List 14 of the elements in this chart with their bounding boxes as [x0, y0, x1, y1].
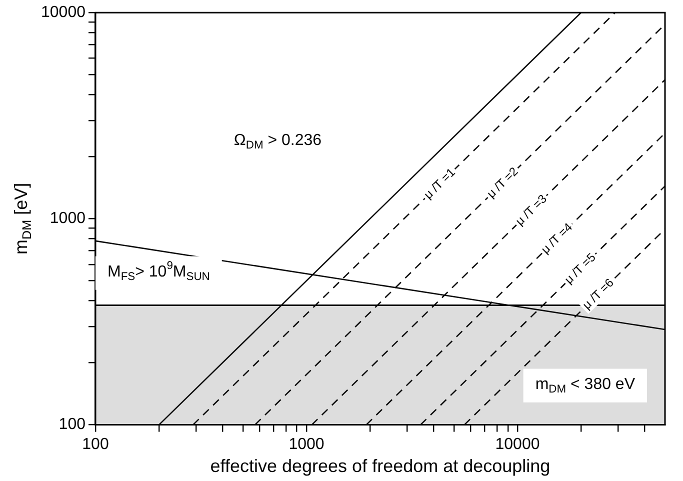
y-tick-label: 100 [58, 416, 86, 434]
x-axis-title: effective degrees of freedom at decoupling [210, 456, 550, 476]
y-tick-label: 10000 [40, 4, 86, 22]
y-axis-title: mDM [eV] [10, 182, 34, 254]
x-tick-label: 1000 [288, 436, 324, 453]
text: μ /T =3 [512, 192, 550, 228]
text: μ /T =2 [484, 164, 522, 201]
x-tick-label: 10000 [495, 436, 540, 453]
text: μ /T =4 [538, 220, 576, 256]
y-tick-label: 1000 [50, 210, 86, 228]
text: μ /T =5 [562, 250, 599, 287]
x-tick-label: 100 [82, 436, 109, 453]
text: μ /T =1 [421, 165, 458, 202]
text: μ /T =6 [580, 275, 617, 312]
